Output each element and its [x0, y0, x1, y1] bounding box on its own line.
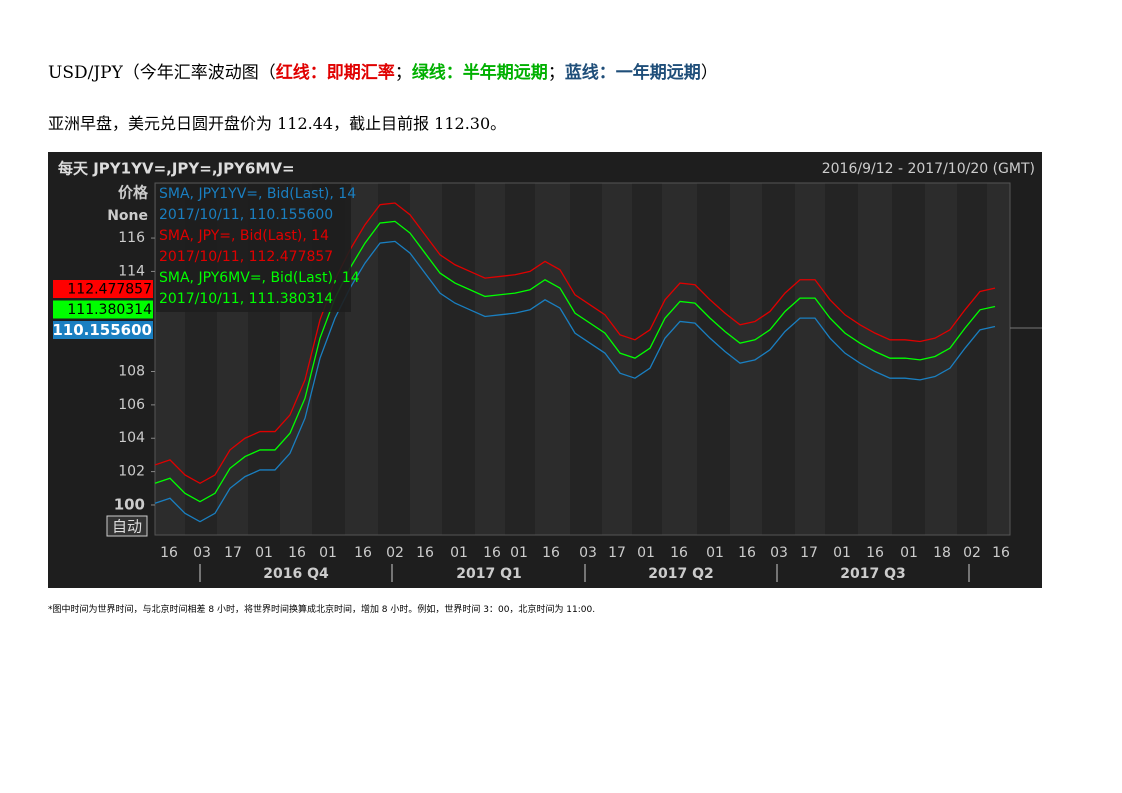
price-badge-label: 111.380314: [67, 302, 152, 318]
x-tick-label: 16: [160, 545, 178, 561]
x-tick-label: 01: [450, 545, 468, 561]
x-tick-label: 16: [992, 545, 1010, 561]
heading-segment: ；: [394, 63, 412, 83]
legend-entry: 2017/10/11, 110.155600: [159, 207, 333, 223]
x-tick-label: 01: [255, 545, 273, 561]
y-tick-label: 104: [118, 430, 145, 446]
x-tick-label: 17: [800, 545, 818, 561]
y-tick-label: 108: [118, 364, 145, 380]
heading-segment: 绿线：半年期远期: [411, 63, 548, 83]
month-band: [697, 183, 730, 535]
month-band: [825, 183, 858, 535]
heading-segment: USD/JPY（今年汇率波动图（: [48, 63, 276, 83]
price-badge: [53, 300, 153, 319]
x-tick-label: 17: [608, 545, 626, 561]
quarter-label: 2017 Q1: [456, 566, 521, 582]
x-tick-label: 16: [288, 545, 306, 561]
x-tick-label: 01: [319, 545, 337, 561]
legend-entry: SMA, JPY=, Bid(Last), 14: [159, 228, 329, 244]
legend-background: [156, 184, 351, 312]
y-tick-label: 114: [118, 263, 145, 279]
price-badge: [53, 321, 153, 339]
series-line: [154, 202, 996, 485]
x-tick-label: 01: [900, 545, 918, 561]
x-tick-label: 18: [933, 545, 951, 561]
footnote: *图中时间为世界时间，与北京时间相差 8 小时，将世界时间换算成北京时间，增加 …: [48, 605, 596, 615]
paragraph: 亚洲早盘，美元兑日圆开盘价为 112.44，截止目前报 112.30。: [48, 114, 507, 133]
heading: USD/JPY（今年汇率波动图（红线：即期汇率；绿线：半年期远期；蓝线：一年期远…: [48, 58, 718, 83]
x-tick-label: 16: [416, 545, 434, 561]
month-band: [858, 183, 892, 535]
x-tick-label: 16: [483, 545, 501, 561]
chart-title: 每天 JPY1YV=,JPY=,JPY6MV=: [58, 160, 295, 178]
month-band: [925, 183, 957, 535]
legend-entry: 2017/10/11, 112.477857: [159, 249, 333, 265]
heading-segment: ）: [700, 63, 718, 83]
y-tick-label: 106: [118, 397, 145, 413]
quarter-label: 2017 Q2: [648, 566, 713, 582]
price-badge-label: 110.155600: [52, 321, 152, 339]
y-tick-label: 102: [118, 464, 145, 480]
x-tick-label: 16: [738, 545, 756, 561]
month-band: [662, 183, 697, 535]
y-header: 价格: [118, 184, 149, 202]
x-tick-label: 02: [963, 545, 981, 561]
price-badge: [53, 280, 153, 298]
plot-frame: [154, 182, 1011, 536]
series-line: [154, 220, 996, 503]
x-tick-label: 02: [386, 545, 404, 561]
x-tick-label: 01: [833, 545, 851, 561]
auto-button-label[interactable]: 自动: [112, 518, 142, 536]
series-line: [154, 240, 996, 523]
quarter-label: 2017 Q3: [840, 566, 905, 582]
legend-entry: SMA, JPY1YV=, Bid(Last), 14: [159, 186, 356, 202]
month-band: [602, 183, 632, 535]
y-scale: None: [107, 208, 148, 224]
month-band: [570, 183, 602, 535]
month-band: [410, 183, 442, 535]
x-tick-label: 16: [354, 545, 372, 561]
month-band: [795, 183, 825, 535]
price-badge-label: 112.477857: [67, 282, 152, 298]
x-tick-label: 03: [579, 545, 597, 561]
y-tick-label: 116: [118, 230, 145, 246]
legend-entry: SMA, JPY6MV=, Bid(Last), 14: [159, 270, 360, 286]
x-tick-label: 17: [224, 545, 242, 561]
month-band: [535, 183, 570, 535]
month-band: [632, 183, 662, 535]
x-tick-label: 03: [770, 545, 788, 561]
legend-entry: 2017/10/11, 111.380314: [159, 291, 333, 307]
month-band: [762, 183, 795, 535]
x-tick-label: 03: [193, 545, 211, 561]
month-band: [987, 183, 1010, 535]
x-tick-label: 16: [866, 545, 884, 561]
chart: 每天 JPY1YV=,JPY=,JPY6MV= 2016/9/12 - 2017…: [48, 152, 1042, 588]
heading-segment: 蓝线：一年期远期: [564, 63, 701, 83]
month-band: [957, 183, 987, 535]
month-band: [475, 183, 505, 535]
quarter-label: 2016 Q4: [263, 566, 329, 582]
x-tick-label: 01: [706, 545, 724, 561]
heading-segment: ；: [547, 63, 565, 83]
month-band: [505, 183, 535, 535]
x-tick-label: 16: [542, 545, 560, 561]
x-tick-label: 01: [510, 545, 528, 561]
y-tick-label: 100: [114, 495, 145, 513]
x-tick-label: 01: [637, 545, 655, 561]
month-band: [442, 183, 475, 535]
date-range: 2016/9/12 - 2017/10/20 (GMT): [822, 161, 1035, 177]
month-band: [378, 183, 410, 535]
auto-button[interactable]: [106, 515, 148, 537]
x-tick-label: 16: [670, 545, 688, 561]
heading-segment: 红线：即期汇率: [275, 63, 395, 83]
